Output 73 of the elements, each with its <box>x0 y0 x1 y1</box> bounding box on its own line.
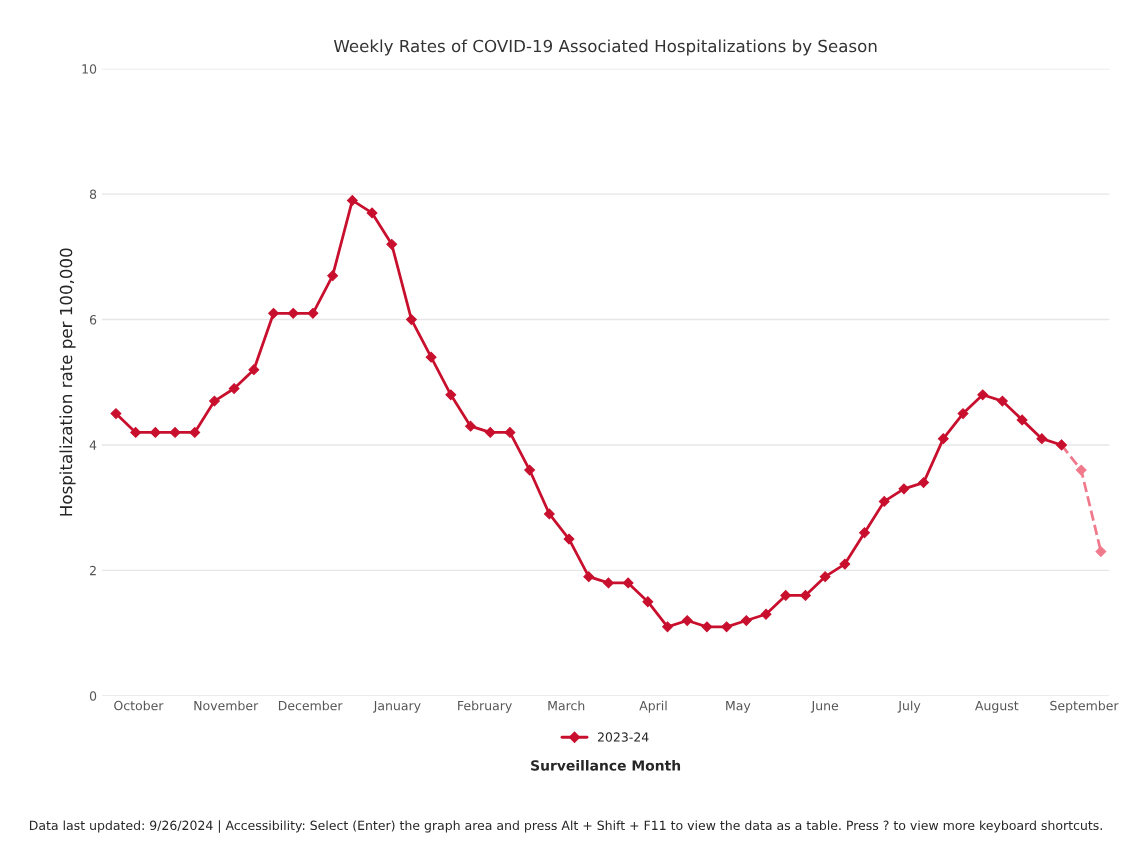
point <box>307 307 319 319</box>
x-tick-label: August <box>975 701 1019 713</box>
point <box>721 621 733 633</box>
point <box>445 389 457 401</box>
point <box>406 314 417 325</box>
point <box>878 495 890 507</box>
point <box>681 615 693 626</box>
x-tick-label: October <box>114 700 164 711</box>
point <box>957 408 969 420</box>
point <box>287 307 299 319</box>
x-tick-label: April <box>639 700 667 713</box>
point <box>327 270 339 282</box>
point <box>1095 546 1107 557</box>
y-tick-label: 2 <box>89 565 96 576</box>
point <box>603 577 614 589</box>
point <box>465 420 476 432</box>
x-tick-label: May <box>726 701 751 713</box>
point <box>662 621 673 633</box>
y-tick-label: 6 <box>89 315 97 325</box>
point <box>268 307 279 319</box>
point <box>248 364 260 376</box>
point <box>740 615 752 626</box>
y-tick-label: 0 <box>89 691 97 701</box>
x-tick-label: November <box>194 700 259 711</box>
x-tick-label: June <box>810 701 839 713</box>
point <box>1016 414 1028 426</box>
y-tick-label: 8 <box>89 189 97 200</box>
point <box>800 590 811 601</box>
point <box>209 395 220 407</box>
x-tick-label: December <box>278 700 343 711</box>
point <box>563 533 575 545</box>
y-tick-label: 4 <box>89 440 97 450</box>
point <box>996 395 1008 407</box>
point <box>1036 433 1048 445</box>
point <box>169 426 181 438</box>
point <box>937 433 949 445</box>
point <box>484 426 496 438</box>
point <box>701 621 713 633</box>
point <box>918 477 930 489</box>
point <box>228 383 240 394</box>
point <box>504 426 516 438</box>
point <box>110 408 122 420</box>
point <box>366 207 378 219</box>
y-tick-label: 10 <box>82 64 97 74</box>
point <box>642 596 654 608</box>
point <box>622 577 634 589</box>
point <box>583 571 595 583</box>
point <box>839 558 851 570</box>
point <box>130 426 142 438</box>
point <box>524 464 536 476</box>
y-axis-title: Hospitalization rate per 100,000 <box>59 248 76 516</box>
x-tick-label: September <box>1050 700 1119 713</box>
legend-label: 2023-24 <box>597 732 649 742</box>
point <box>149 426 161 438</box>
x-tick-label: February <box>458 700 512 713</box>
text: Data last updated: 9/26/2024 | Accessibility: Select (Enter) the graph area and press Alt + Shift + F11 to view the data as a table. Press ? to view more keyboard shortcuts. <box>29 820 1102 833</box>
point <box>898 483 910 495</box>
point <box>819 571 831 583</box>
point <box>543 508 555 520</box>
point <box>1075 464 1087 476</box>
x-tick-label: July <box>897 700 921 713</box>
point <box>386 238 398 250</box>
point <box>189 426 201 438</box>
point <box>760 608 772 620</box>
x-tick-label: January <box>373 701 421 713</box>
chart-title: Weekly Rates of COVID-19 Associated Hospitalizations by Season <box>333 39 877 56</box>
point <box>425 351 437 363</box>
point <box>859 527 870 539</box>
point <box>780 590 792 601</box>
point <box>346 194 358 206</box>
point <box>977 389 989 401</box>
x-tick-label: March <box>548 700 585 711</box>
x-axis-title: Surveillance Month <box>531 759 681 771</box>
